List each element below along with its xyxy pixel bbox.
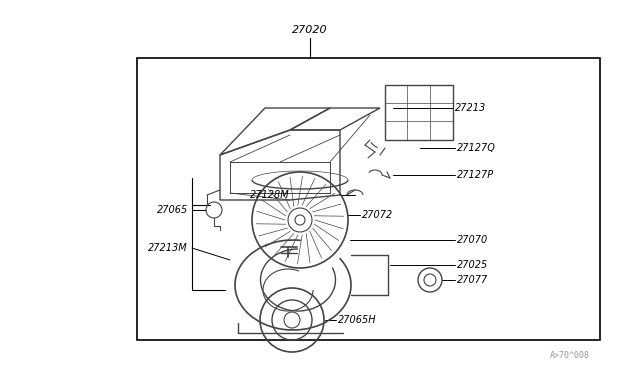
Text: 27065H: 27065H (338, 315, 376, 325)
Bar (137, 58, 600, 340)
Text: 27213M: 27213M (148, 243, 188, 253)
Text: 27127P: 27127P (457, 170, 494, 180)
Text: 27070: 27070 (457, 235, 488, 245)
Text: 27025: 27025 (457, 260, 488, 270)
Text: 27065: 27065 (157, 205, 188, 215)
Text: 27213: 27213 (455, 103, 486, 113)
Text: A>70^008: A>70^008 (550, 352, 590, 360)
Text: 27020: 27020 (292, 25, 328, 35)
Text: 27072: 27072 (362, 210, 393, 220)
Bar (385, 85, 453, 140)
Text: 27128M: 27128M (250, 190, 290, 200)
Text: 27077: 27077 (457, 275, 488, 285)
Text: 27127Q: 27127Q (457, 143, 496, 153)
